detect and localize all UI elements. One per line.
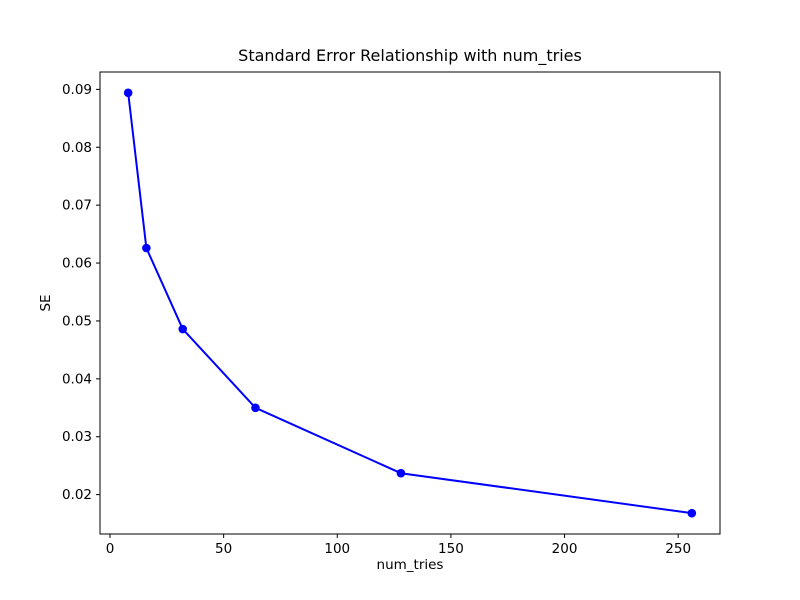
x-tick-label: 200 xyxy=(552,541,578,557)
data-point xyxy=(396,468,406,478)
y-tick-label: 0.09 xyxy=(62,82,92,98)
y-tick-label: 0.07 xyxy=(62,198,92,214)
y-tick-label: 0.03 xyxy=(62,429,92,445)
chart-title: Standard Error Relationship with num_tri… xyxy=(238,46,582,65)
data-point xyxy=(123,88,133,98)
x-tick-label: 100 xyxy=(324,541,350,557)
x-tick-label: 50 xyxy=(215,541,232,557)
x-tick-label: 0 xyxy=(106,541,115,557)
data-point xyxy=(142,243,151,253)
data-point xyxy=(687,508,697,518)
y-tick-label: 0.08 xyxy=(62,140,92,156)
data-point xyxy=(178,324,188,334)
x-tick-label: 250 xyxy=(665,541,691,557)
x-tick-label: 150 xyxy=(438,541,464,557)
data-point xyxy=(251,403,260,413)
y-tick-label: 0.02 xyxy=(62,487,92,503)
y-tick-label: 0.05 xyxy=(62,313,92,329)
y-tick-label: 0.04 xyxy=(62,371,92,387)
se-line xyxy=(127,91,693,515)
y-tick-label: 0.06 xyxy=(62,256,92,272)
x-axis-label: num_tries xyxy=(376,557,444,573)
axes-frame xyxy=(99,71,721,535)
